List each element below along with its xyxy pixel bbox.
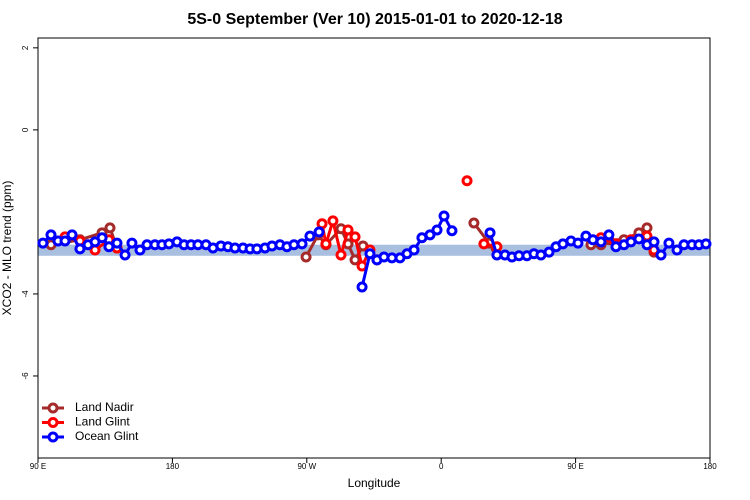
data-point [134,244,146,256]
data-point [327,215,339,227]
x-tick-label: 0 [439,462,444,471]
data-point [59,235,71,247]
plot-frame [37,37,711,459]
data-point [663,237,675,249]
y-tick-label: 0 [21,127,30,132]
data-point [320,238,332,250]
x-axis-label: Longitude [348,476,401,490]
legend-marker [47,417,59,428]
data-point [461,175,473,187]
data-point [111,237,123,249]
x-tick-label: 90 W [297,462,316,471]
data-point [438,210,450,222]
y-tick-label: 2 [21,45,30,50]
data-point [446,225,458,237]
data-point [119,249,131,261]
legend-label: Land Nadir [75,400,134,414]
x-tick-label: 180 [703,462,717,471]
data-point [484,227,496,239]
legend-label: Ocean Glint [75,429,139,443]
x-tick-label: 90 E [567,462,583,471]
data-point [648,236,660,248]
x-tick-label: 180 [166,462,180,471]
data-point [96,232,108,244]
data-point [45,229,57,241]
y-tick-label: -6 [21,372,30,380]
data-point [335,249,347,261]
data-point [671,244,683,256]
data-point [543,246,555,258]
y-tick-label: -4 [21,290,30,298]
data-point [356,281,368,293]
data-point [37,237,49,249]
data-point [603,229,615,241]
data-point [342,224,354,236]
x-tick-label: 90 E [30,462,46,471]
data-point [655,249,667,261]
data-point [633,233,645,245]
data-point [408,244,420,256]
data-point [126,237,138,249]
legend-marker [47,402,59,414]
data-point [424,229,436,241]
data-point [74,243,86,255]
data-point [349,231,361,243]
data-point [595,236,607,248]
data-point [700,238,712,250]
data-point [304,230,316,242]
data-point [300,251,312,263]
y-axis-label: XCO2 - MLO trend (ppm) [0,181,14,316]
data-point [468,217,480,229]
data-point [313,226,325,238]
data-point [104,222,116,234]
data-point [572,237,584,249]
data-point [364,248,376,260]
data-point [431,224,443,236]
data-point [66,229,78,241]
data-point [478,238,490,250]
legend-label: Land Glint [75,415,130,429]
chart-title: 5S-0 September (Ver 10) 2015-01-01 to 20… [187,11,562,28]
data-point [296,238,308,250]
legend-marker [47,431,59,443]
